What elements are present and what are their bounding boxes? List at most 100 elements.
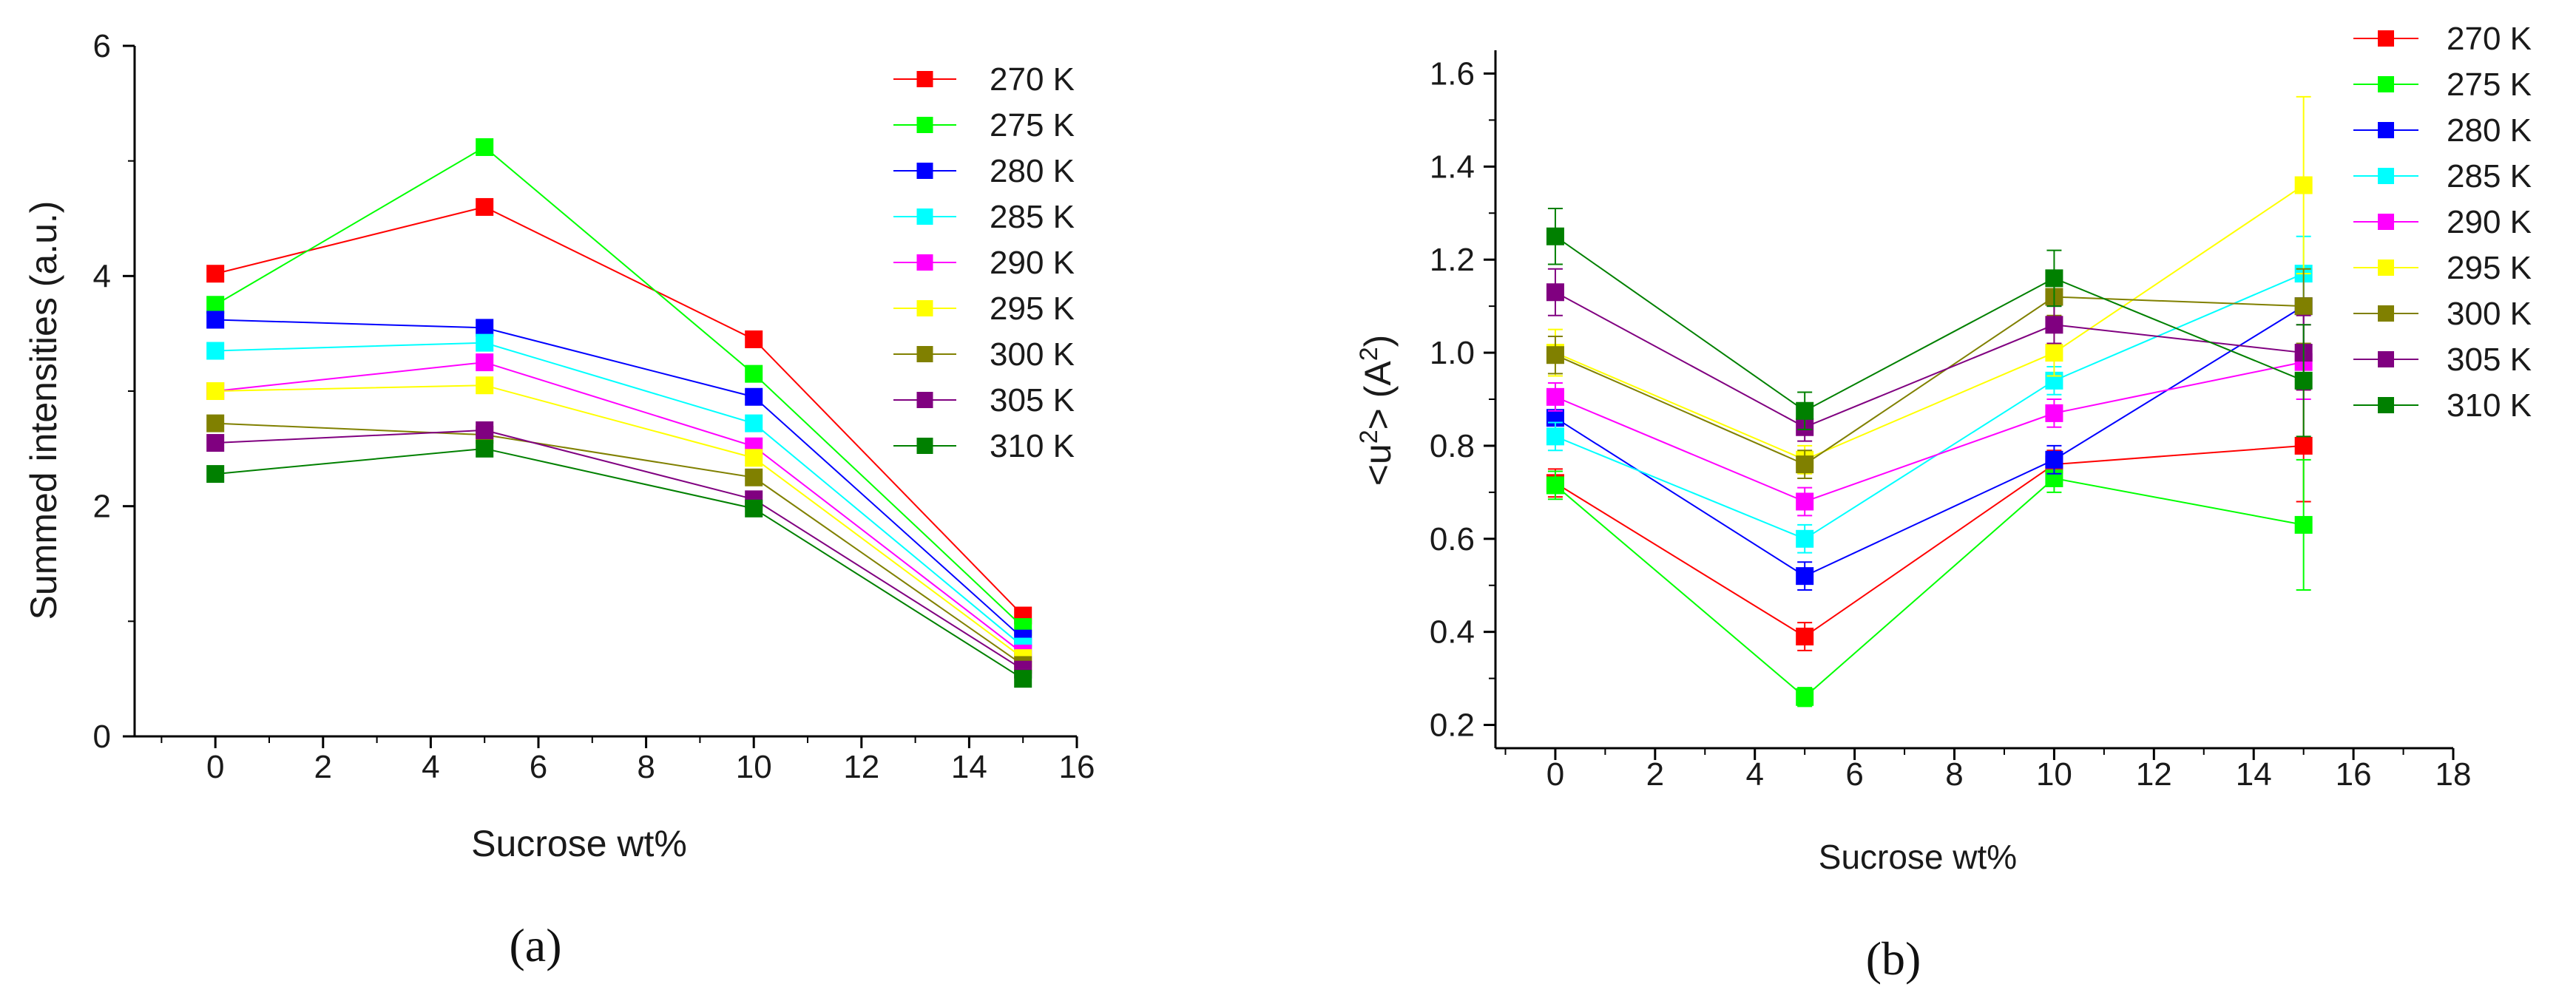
series-line <box>214 146 1024 628</box>
data-point <box>745 449 763 467</box>
legend-entry: 310 K <box>2353 387 2532 424</box>
legend-marker <box>916 300 933 316</box>
legend-entry: 300 K <box>893 336 1075 373</box>
chart-a-y-axis-label: Summed intensities (a.u.) <box>23 201 64 620</box>
series-line <box>1555 305 2305 577</box>
legend-marker <box>2378 260 2394 276</box>
legend-entry: 270 K <box>2353 21 2532 57</box>
x-tick-label: 8 <box>1945 756 1963 793</box>
series-300-k <box>206 414 1032 674</box>
series-280-k <box>1546 268 2313 591</box>
data-point <box>745 364 763 383</box>
legend-entry: 275 K <box>893 107 1075 143</box>
y-tick-label: 1.2 <box>1430 242 1475 278</box>
chart-a: 0 2 4 6 8 10 12 14 16 0 2 4 6 270 K 275 K 280 K 285 K 29… <box>23 28 1095 971</box>
series-line <box>214 206 1024 617</box>
y-tick-label: 0 <box>93 719 111 755</box>
legend-marker <box>2378 397 2394 413</box>
series-300-k <box>1546 268 2313 479</box>
data-point <box>206 414 225 433</box>
data-point <box>476 333 494 352</box>
series-275-k <box>206 138 1032 637</box>
panel-b-label: (b) <box>1866 932 1921 985</box>
data-point <box>1796 455 1814 474</box>
y-tick-label: 2 <box>93 489 111 525</box>
legend-marker <box>2378 76 2394 92</box>
data-point <box>476 353 494 372</box>
x-tick-label: 2 <box>1646 756 1664 793</box>
legend-marker <box>2378 214 2394 230</box>
data-point <box>2045 269 2063 288</box>
data-point <box>1546 476 1564 495</box>
panel-a-label: (a) <box>509 919 561 971</box>
data-point <box>206 434 225 452</box>
data-point <box>206 296 225 314</box>
data-point <box>1796 627 1814 645</box>
legend-entry: 290 K <box>2353 204 2532 240</box>
data-point <box>1546 227 1564 245</box>
x-tick-label: 4 <box>422 749 439 785</box>
data-point <box>2294 297 2313 316</box>
legend-label: 275 K <box>2447 67 2532 103</box>
data-point <box>2045 316 2063 334</box>
data-point <box>1546 283 1564 302</box>
legend-label: 290 K <box>2447 204 2532 240</box>
chart-b-y-axis-label-text: <u2> (A2) <box>1355 335 1399 486</box>
y-tick-label: 1.0 <box>1430 335 1475 371</box>
data-point <box>1546 346 1564 364</box>
data-point <box>745 468 763 486</box>
legend-label: 300 K <box>2447 296 2532 332</box>
legend-entry: 280 K <box>2353 112 2532 149</box>
legend-label: 310 K <box>990 428 1075 464</box>
legend-label: 300 K <box>990 336 1075 373</box>
legend-label: 285 K <box>2447 158 2532 194</box>
data-point <box>476 421 494 439</box>
series-line <box>215 429 1024 671</box>
x-tick-label: 16 <box>2336 756 2372 793</box>
x-tick-label: 4 <box>1745 756 1763 793</box>
legend-entry: 285 K <box>893 199 1075 235</box>
series-line <box>1555 291 2304 428</box>
data-point <box>745 330 763 348</box>
x-tick-label: 12 <box>843 749 879 785</box>
y-tick-label: 0.2 <box>1430 708 1475 744</box>
legend-label: 305 K <box>990 382 1075 418</box>
series-line <box>215 384 1024 659</box>
legend-marker <box>916 208 933 225</box>
series-310-k <box>206 439 1032 688</box>
series-290-k <box>1546 324 2313 517</box>
data-point <box>206 311 225 329</box>
chart-b-axes: 0 2 4 6 8 10 12 14 16 18 0.2 0.4 0.6 0.8 1.0 1.2 1.4 1.6 <box>1430 50 2472 793</box>
series-line <box>1555 184 2305 461</box>
data-point <box>2294 176 2313 194</box>
legend-label: 285 K <box>990 199 1075 235</box>
x-tick-label: 2 <box>314 749 332 785</box>
series-305-k <box>206 421 1032 679</box>
x-tick-label: 18 <box>2435 756 2472 793</box>
legend-marker <box>2378 30 2394 47</box>
chart-a-axes: 0 2 4 6 8 10 12 14 16 0 2 4 6 <box>93 28 1095 785</box>
legend-entry: 290 K <box>893 245 1075 281</box>
series-line <box>215 362 1024 654</box>
data-point <box>745 414 763 433</box>
series-295-k <box>206 376 1032 668</box>
legend-entry: 275 K <box>2353 67 2532 103</box>
x-tick-label: 14 <box>951 749 987 785</box>
legend-marker <box>2378 351 2394 367</box>
data-point <box>476 138 494 156</box>
data-point <box>2294 371 2313 390</box>
data-point <box>1546 427 1564 446</box>
data-point <box>1796 492 1814 511</box>
data-point <box>745 499 763 518</box>
legend-entry: 285 K <box>2353 158 2532 194</box>
legend-marker <box>916 438 933 454</box>
series-line <box>1555 444 2304 638</box>
legend-label: 295 K <box>2447 250 2532 286</box>
chart-b: 0 2 4 6 8 10 12 14 16 180.20.40.60.81.01.21.41.6 … <box>1355 21 2532 985</box>
legend-label: 270 K <box>2447 21 2532 57</box>
legend-label: 305 K <box>2447 342 2532 378</box>
data-point <box>476 319 494 337</box>
x-tick-label: 12 <box>2136 756 2172 793</box>
data-point <box>1796 567 1814 586</box>
